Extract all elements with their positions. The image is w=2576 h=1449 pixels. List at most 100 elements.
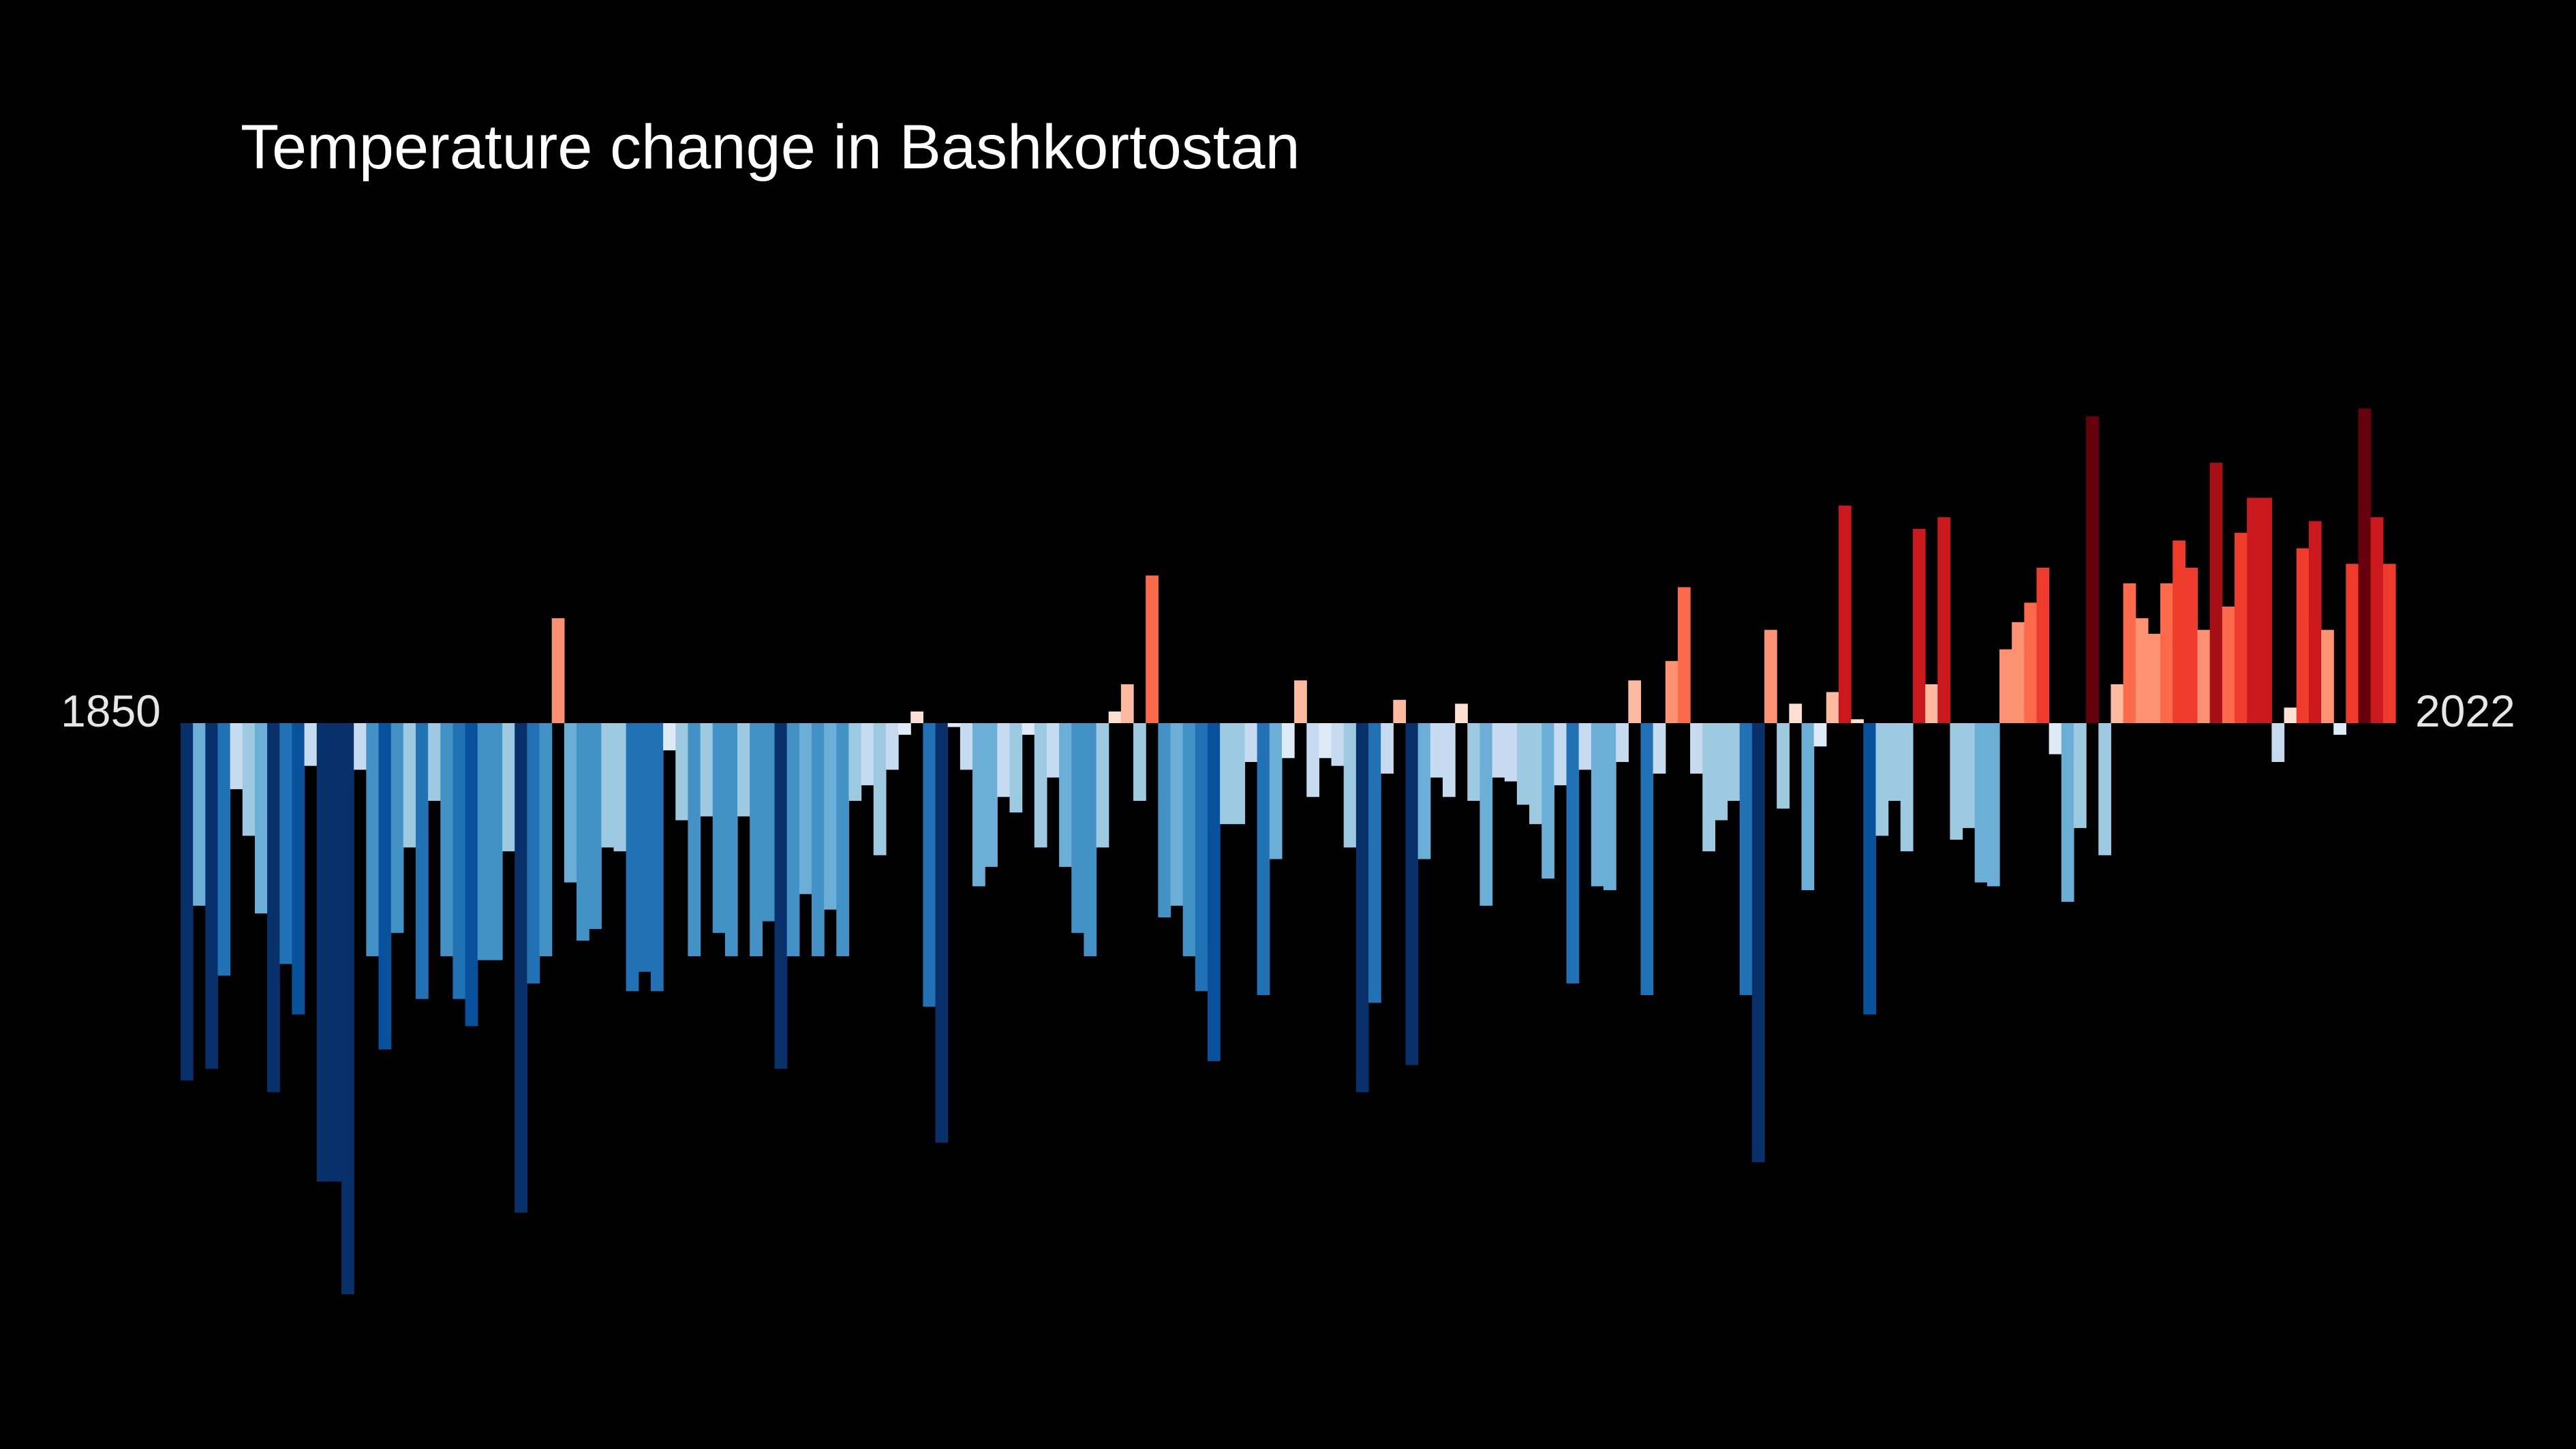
- bar-1972: [1690, 723, 1703, 774]
- bar-1956: [1492, 723, 1505, 778]
- bar-1919: [1034, 723, 1047, 848]
- bar-1923: [1084, 723, 1097, 956]
- bar-1868: [403, 723, 416, 848]
- start-year-label: 1850: [61, 686, 161, 736]
- bar-1870: [428, 723, 441, 801]
- bar-1983: [1826, 692, 1839, 723]
- bar-1883: [589, 723, 602, 930]
- bar-1967: [1628, 680, 1642, 723]
- bar-2002: [2061, 723, 2074, 902]
- bar-1861: [316, 723, 330, 1182]
- bar-1860: [304, 723, 318, 766]
- bar-1986: [1863, 723, 1877, 1015]
- bar-1949: [1405, 723, 1419, 1065]
- bar-1927: [1133, 723, 1146, 801]
- bar-1984: [1838, 505, 1852, 723]
- bar-1885: [613, 723, 627, 852]
- bar-1978: [1764, 630, 1777, 723]
- bar-1922: [1071, 723, 1085, 933]
- bar-1876: [502, 723, 515, 852]
- bar-1874: [477, 723, 491, 960]
- bar-1864: [354, 723, 367, 770]
- bar-1976: [1739, 723, 1753, 995]
- bar-1895: [737, 723, 750, 817]
- bar-1974: [1715, 723, 1728, 821]
- bar-1903: [836, 723, 850, 956]
- chart-title: Temperature change in Bashkortostan: [241, 112, 1300, 182]
- bar-1981: [1801, 723, 1815, 891]
- bar-1941: [1306, 723, 1319, 797]
- bar-1954: [1467, 723, 1481, 801]
- bar-1934: [1220, 723, 1233, 825]
- bar-1872: [453, 723, 466, 999]
- bar-2022: [2308, 521, 2322, 723]
- bar-1911: [935, 723, 949, 1143]
- bar-1929: [1158, 723, 1171, 917]
- bar-1947: [1381, 723, 1394, 774]
- bar-1894: [724, 723, 738, 956]
- bar-2006: [2111, 684, 2124, 723]
- bar-1945: [1355, 723, 1369, 1093]
- bar-1920: [1046, 723, 1060, 778]
- bar-1904: [848, 723, 862, 801]
- bar-1916: [997, 723, 1011, 797]
- bar-1887: [638, 723, 651, 972]
- bar-1939: [1281, 723, 1295, 759]
- bar-2018: [2259, 498, 2273, 723]
- bar-2014: [2209, 463, 2223, 723]
- bar-1999: [2024, 603, 2038, 723]
- bar-1907: [885, 723, 899, 770]
- bar-2011: [2173, 540, 2186, 723]
- bar-2013: [2197, 630, 2211, 723]
- bar-1908: [898, 723, 911, 735]
- bar-1987: [1875, 723, 1889, 836]
- bar-1938: [1269, 723, 1283, 859]
- bar-1888: [650, 723, 664, 992]
- bar-1964: [1591, 723, 1604, 887]
- bar-2007: [2123, 583, 2136, 723]
- bar-1906: [873, 723, 887, 855]
- end-year-label: 2022: [2415, 686, 2515, 736]
- bar-1851: [193, 723, 206, 906]
- bar-1871: [440, 723, 454, 956]
- bar-1886: [626, 723, 639, 992]
- bar-2025: [2346, 564, 2359, 723]
- bar-1965: [1603, 723, 1616, 891]
- bar-1858: [279, 723, 293, 964]
- bar-1963: [1578, 723, 1592, 770]
- bar-1915: [985, 723, 998, 867]
- bar-1982: [1813, 723, 1827, 747]
- bar-1969: [1653, 723, 1666, 774]
- bar-1971: [1677, 587, 1691, 723]
- bar-1962: [1566, 723, 1580, 983]
- bar-2024: [2333, 723, 2346, 735]
- bar-1880: [551, 618, 565, 723]
- bars-group: [181, 408, 2396, 1294]
- bar-1873: [465, 723, 478, 1026]
- bar-1862: [328, 723, 342, 1182]
- bar-1997: [1999, 649, 2012, 723]
- bar-1994: [1962, 723, 1976, 828]
- bar-1910: [923, 723, 936, 1007]
- bar-1867: [390, 723, 404, 933]
- bar-1891: [688, 723, 701, 956]
- bar-1936: [1244, 723, 1258, 762]
- bar-1914: [972, 723, 985, 887]
- bar-2010: [2160, 583, 2173, 723]
- bar-1877: [515, 723, 527, 1213]
- bar-1953: [1455, 703, 1468, 723]
- bar-2023: [2321, 630, 2334, 723]
- bar-1893: [712, 723, 726, 933]
- bar-2016: [2234, 532, 2248, 723]
- bar-1990: [1912, 529, 1926, 723]
- bar-1889: [663, 723, 676, 750]
- bar-1935: [1232, 723, 1246, 825]
- bar-1937: [1257, 723, 1270, 995]
- bar-1988: [1888, 723, 1901, 801]
- bar-2019: [2271, 723, 2285, 762]
- bar-1884: [601, 723, 615, 848]
- bar-1924: [1096, 723, 1109, 848]
- bar-1921: [1059, 723, 1072, 867]
- bar-1925: [1108, 711, 1122, 723]
- bar-1892: [700, 723, 714, 817]
